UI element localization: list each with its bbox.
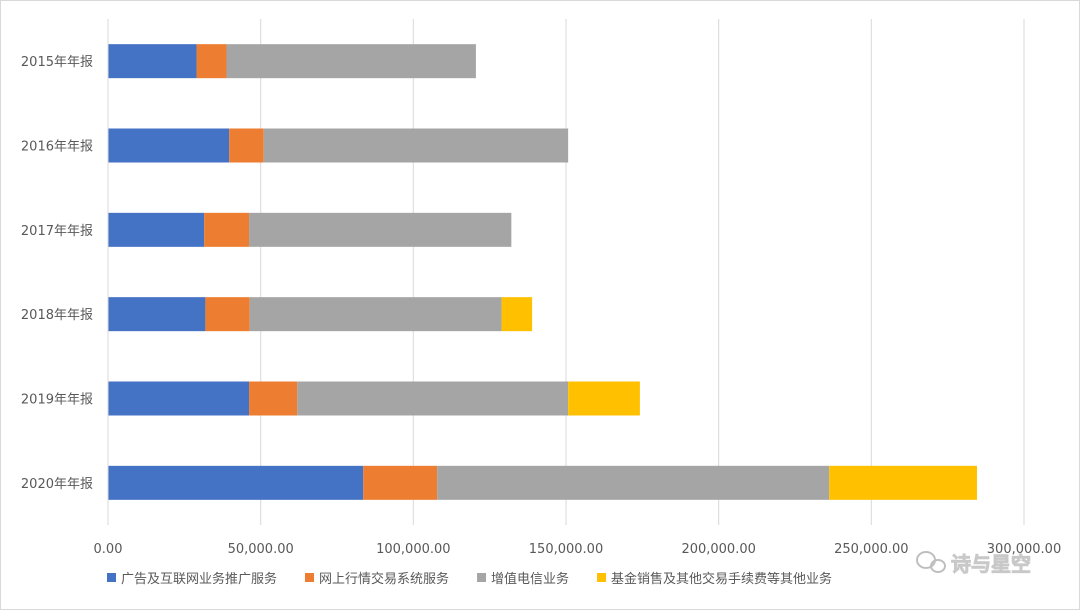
bar-segment xyxy=(229,128,264,163)
bar-segment xyxy=(196,44,227,79)
y-category-label: 2015年年报 xyxy=(21,55,93,70)
axes: 0.00 50,000.00 100,000.00 150,000.00 200,000… xyxy=(21,19,1061,557)
wechat-icon xyxy=(916,551,946,573)
bar-segment xyxy=(501,297,533,332)
legend-label: 网上行情交易系统服务 xyxy=(319,571,449,587)
bar-segment xyxy=(568,381,640,416)
legend-label: 广告及互联网业务推广服务 xyxy=(121,571,277,587)
bar-segment xyxy=(108,212,205,247)
bar-segment xyxy=(297,381,569,416)
x-tick-label: 300,000.00 xyxy=(987,542,1061,557)
bar-segment xyxy=(249,212,512,247)
bar-segment xyxy=(249,381,298,416)
bar-segment xyxy=(226,44,476,79)
bar-segment xyxy=(363,465,438,500)
x-tick-label: 250,000.00 xyxy=(834,542,908,557)
bar-segment xyxy=(108,297,206,332)
y-category-label: 2017年年报 xyxy=(21,224,93,239)
gridlines xyxy=(260,19,1025,525)
legend-swatch xyxy=(305,573,315,582)
bar-segment xyxy=(108,128,230,163)
legend-label: 增值电信业务 xyxy=(491,571,569,587)
bars xyxy=(108,44,977,500)
legend: 广告及互联网业务推广服务 网上行情交易系统服务 增值电信业务 基金销售及其他交易手续费… xyxy=(107,571,832,587)
bar-segment xyxy=(437,465,830,500)
legend-swatch xyxy=(477,573,487,582)
x-tick-label: 100,000.00 xyxy=(376,542,450,557)
y-category-label: 2020年年报 xyxy=(21,477,93,492)
legend-swatch xyxy=(597,573,607,582)
watermark-text: 诗与星空 xyxy=(951,552,1031,576)
bar-segment xyxy=(205,297,250,332)
bar-segment xyxy=(249,297,502,332)
bar-segment xyxy=(108,465,364,500)
y-category-label: 2018年年报 xyxy=(21,308,93,323)
x-tick-label: 0.00 xyxy=(94,542,123,557)
watermark: 诗与星空 xyxy=(916,551,1031,576)
legend-label: 基金销售及其他交易手续费等其他业务 xyxy=(611,571,832,587)
y-category-label: 2019年年报 xyxy=(21,393,93,408)
y-category-label: 2016年年报 xyxy=(21,140,93,155)
x-tick-label: 200,000.00 xyxy=(681,542,755,557)
bar-segment xyxy=(263,128,569,163)
x-tick-label: 50,000.00 xyxy=(228,542,294,557)
bar-segment xyxy=(108,381,250,416)
bar-segment xyxy=(829,465,977,500)
bar-segment xyxy=(204,212,250,247)
bar-segment xyxy=(108,44,197,79)
x-tick-label: 150,000.00 xyxy=(529,542,603,557)
legend-swatch xyxy=(107,573,116,582)
